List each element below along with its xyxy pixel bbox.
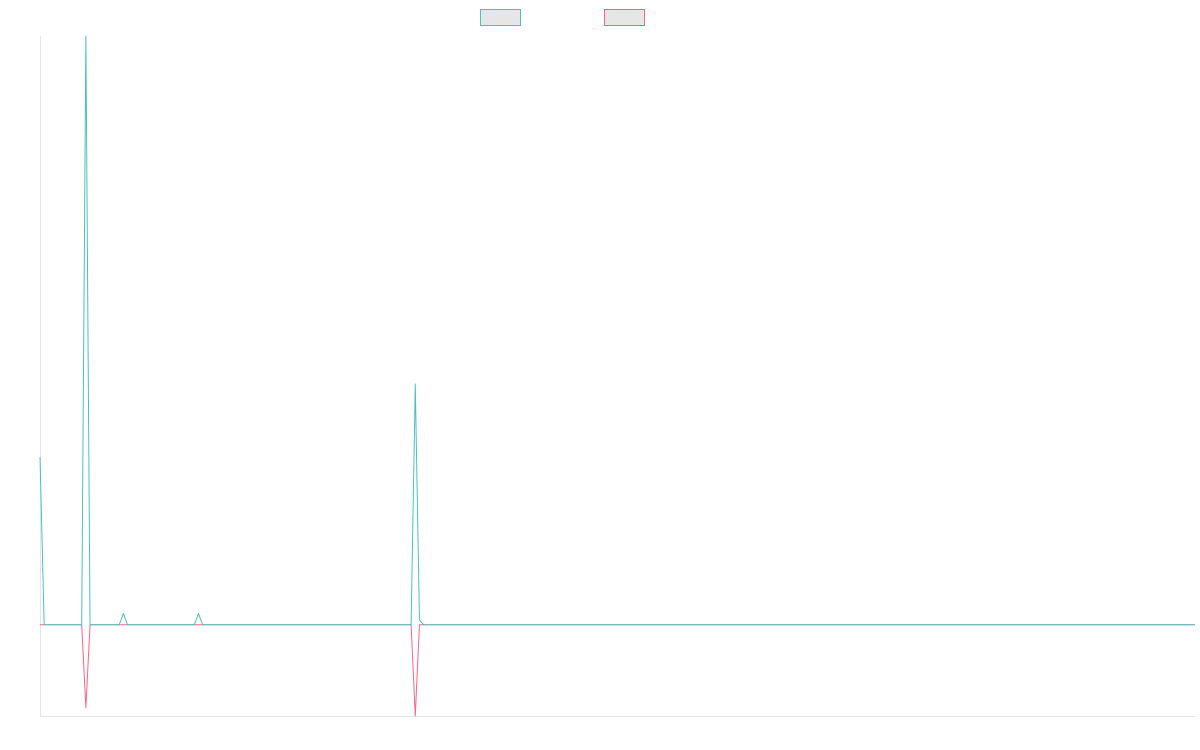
series-line [39, 35, 1195, 626]
legend [480, 9, 645, 26]
plot-area [39, 35, 1195, 717]
legend-swatch[interactable] [480, 9, 521, 26]
legend-swatch[interactable] [604, 9, 645, 26]
series-line [40, 624, 1195, 717]
